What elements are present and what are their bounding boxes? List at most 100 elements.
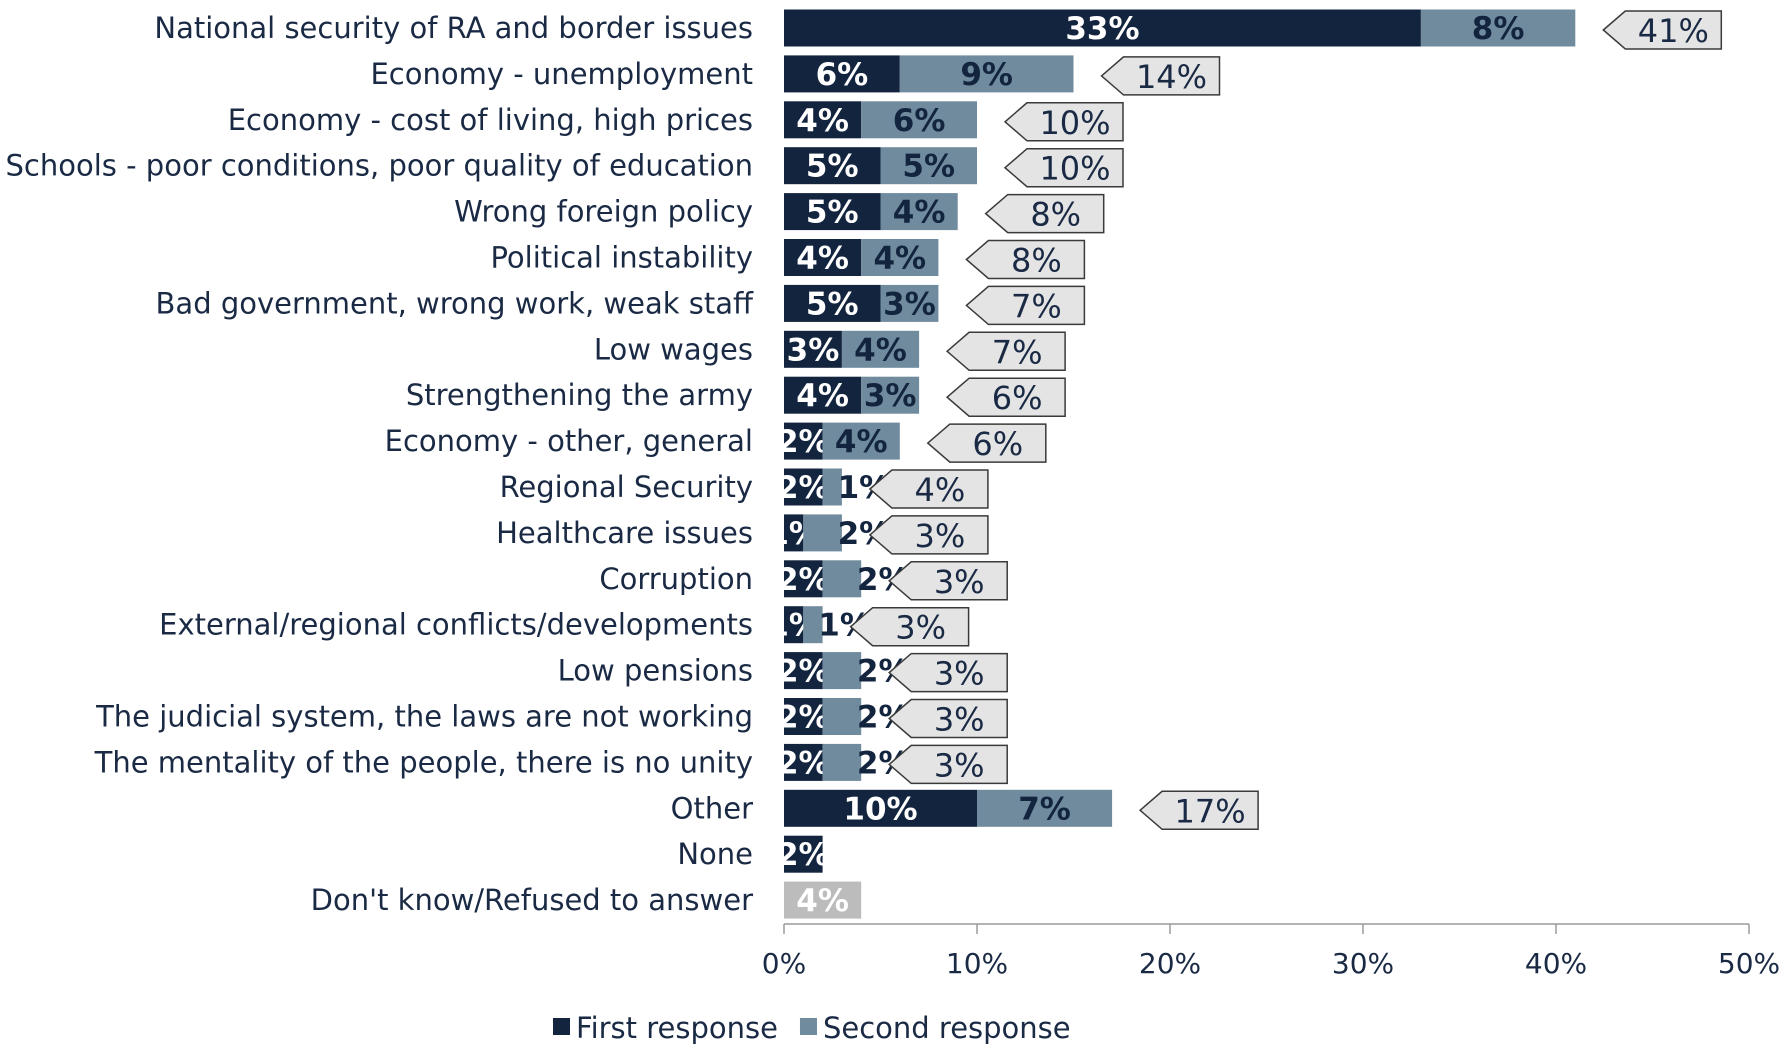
- bar-first-response: [784, 193, 881, 231]
- legend-swatch: [553, 1018, 570, 1035]
- bar-first-response: [784, 652, 823, 690]
- category-label: Healthcare issues: [496, 516, 753, 550]
- bar-label-second-response: 4%: [835, 424, 888, 460]
- total-callout-label: 3%: [934, 701, 985, 739]
- total-callout: [849, 606, 970, 647]
- total-callout-label: 3%: [934, 746, 985, 784]
- bar-dont-know: [784, 881, 862, 919]
- bar-second-response: [977, 789, 1113, 827]
- bar-first-response: [784, 698, 823, 735]
- category-label: Strengthening the army: [406, 378, 753, 412]
- bar-second-response: [861, 376, 920, 414]
- bar-first-response: [784, 147, 881, 185]
- bar-first-response: [784, 9, 1421, 47]
- bar-second-response: [803, 606, 823, 644]
- x-tick-label: 40%: [1525, 947, 1587, 980]
- total-callout-label: 3%: [934, 563, 985, 601]
- bar-label-first-response: 2%: [777, 562, 830, 598]
- bar-label-second-response: 3%: [864, 378, 917, 414]
- bar-label-first-response: 6%: [816, 57, 869, 93]
- bar-label-second-response: 9%: [960, 57, 1013, 93]
- bar-second-response: [803, 514, 842, 552]
- bar-first-response: [784, 101, 862, 139]
- bar-first-response: [784, 239, 862, 276]
- category-label: The judicial system, the laws are not wo…: [95, 700, 753, 734]
- total-callout-label: 8%: [1011, 242, 1062, 280]
- bar-label-dont-know: 4%: [796, 883, 849, 919]
- total-callout: [868, 469, 989, 509]
- bar-label-first-response: 2%: [777, 654, 830, 690]
- total-callout-label: 6%: [972, 425, 1023, 463]
- bar-label-first-response: 4%: [796, 241, 849, 277]
- category-label: None: [677, 837, 753, 871]
- category-label: Bad government, wrong work, weak staff: [156, 286, 754, 320]
- bar-label-second-response: 3%: [883, 286, 936, 322]
- bar-first-response: [784, 606, 804, 644]
- x-tick-label: 10%: [946, 947, 1008, 980]
- total-callout: [945, 331, 1066, 372]
- x-tick-label: 20%: [1139, 947, 1201, 980]
- category-label: Low pensions: [558, 654, 753, 688]
- legend-label: First response: [576, 1011, 778, 1045]
- bar-second-response: [899, 55, 1074, 93]
- total-callout: [984, 193, 1105, 234]
- legend-label: Second response: [823, 1011, 1071, 1045]
- bar-label-first-response: 5%: [806, 149, 859, 185]
- bar-second-response: [841, 330, 920, 368]
- bars: 33% 8%6% 9%4% 6%5% 5%5% 4%4% 4%5% 3%3% 4%4% 3%2% 4…: [767, 9, 1576, 919]
- total-callout: [965, 285, 1086, 326]
- category-label: Other: [671, 791, 753, 825]
- category-label: Economy - cost of living, high prices: [228, 103, 753, 137]
- category-label: External/regional conflicts/developments: [159, 608, 753, 642]
- category-label: Low wages: [594, 332, 753, 366]
- bar-second-response: [880, 284, 939, 322]
- category-label: National security of RA and border issue…: [154, 11, 753, 45]
- total-callout-label: 17%: [1175, 792, 1246, 830]
- total-callout: [1003, 147, 1124, 188]
- total-callout: [868, 515, 989, 555]
- bar-label-first-response: 4%: [796, 378, 849, 414]
- bar-label-first-response: 33%: [1065, 11, 1139, 47]
- bar-label-first-response: 4%: [796, 103, 849, 139]
- bar-label-second-response: 4%: [873, 241, 926, 277]
- x-tick-label: 30%: [1332, 947, 1394, 980]
- total-callout-label: 6%: [992, 379, 1043, 417]
- bar-second-response: [880, 193, 958, 231]
- category-label: Don't know/Refused to answer: [311, 883, 753, 917]
- category-label: Economy - unemployment: [370, 57, 753, 91]
- total-callout-label: 10%: [1039, 104, 1110, 142]
- bar-second-response: [822, 698, 862, 735]
- total-callout: [888, 652, 1008, 693]
- bar-first-response: [784, 376, 862, 414]
- bar-label-second-response: 4%: [893, 195, 946, 231]
- bar-first-response: [784, 422, 823, 460]
- bar-first-response: [784, 330, 842, 368]
- bar-first-response: [784, 514, 804, 552]
- bar-label-first-response: 2%: [777, 470, 830, 506]
- category-label: Political instability: [490, 241, 753, 275]
- category-label: Regional Security: [500, 470, 753, 504]
- bar-second-response: [822, 422, 900, 460]
- bar-label-first-response: 5%: [806, 195, 859, 231]
- bar-label-first-response: 2%: [777, 837, 830, 873]
- bar-second-response: [822, 560, 862, 598]
- total-callout: [888, 561, 1008, 601]
- x-axis: 0% 10% 20% 30% 40% 50%: [762, 923, 1780, 980]
- bar-first-response: [784, 743, 823, 781]
- total-callouts: 41%14%10%10%8%8%7%7%6%6%4%3%3%3%3%3%3%17…: [849, 10, 1723, 831]
- bar-first-response: [784, 835, 823, 873]
- x-tick-label: 0%: [762, 947, 806, 980]
- bar-second-response: [880, 147, 977, 185]
- total-callout: [1602, 10, 1723, 50]
- x-tick-label: 50%: [1718, 947, 1780, 980]
- bar-label-second-response: 8%: [1472, 11, 1525, 47]
- total-callout: [1138, 790, 1259, 831]
- total-callout-label: 3%: [895, 609, 946, 647]
- legend: First response Second response: [553, 1011, 1071, 1045]
- bar-label-first-response: 3%: [787, 332, 840, 368]
- bar-label-second-response: 7%: [1018, 791, 1071, 827]
- total-callout: [888, 744, 1008, 785]
- bar-second-response: [822, 652, 862, 690]
- bar-label-second-response: 4%: [854, 332, 907, 368]
